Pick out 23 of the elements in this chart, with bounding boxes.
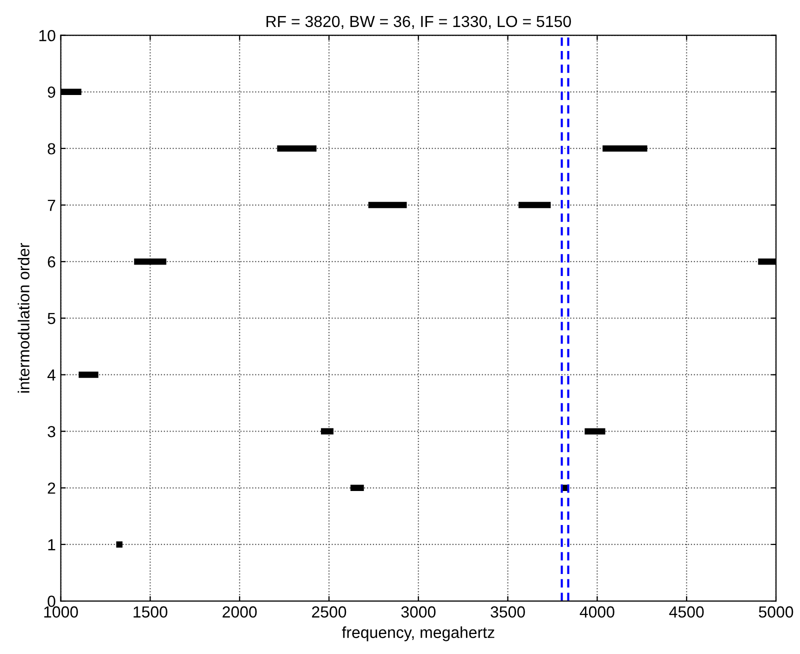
y-tick-label: 9: [48, 86, 56, 98]
y-tick-label: 4: [47, 370, 56, 381]
x-tick-label: 3000: [401, 606, 436, 618]
x-axis-title: frequency, megahertz: [342, 626, 494, 642]
y-tick-label: 3: [48, 426, 56, 438]
x-tick-label: 1000: [44, 606, 78, 618]
y-tick-label: 8: [48, 143, 56, 154]
x-tick-label: 5000: [758, 606, 794, 618]
y-axis-title: intermodulation order: [18, 242, 30, 393]
x-tick-label: 2000: [222, 606, 257, 618]
y-tick-label: 2: [48, 482, 56, 494]
x-tick-label: 4000: [580, 606, 614, 618]
x-tick-label: 4500: [669, 606, 704, 618]
x-tick-label: 2500: [312, 606, 346, 618]
y-tick-label: 6: [48, 256, 56, 268]
y-tick-label: 7: [48, 200, 56, 211]
x-tick-label: 3500: [490, 606, 525, 618]
chart-title: RF = 3820, BW = 36, IF = 1330, LO = 5150: [266, 16, 571, 30]
y-tick-label: 1: [48, 539, 56, 550]
y-tick-label: 10: [39, 30, 56, 42]
x-tick-label: 1500: [134, 606, 168, 618]
y-tick-label: 5: [48, 312, 56, 324]
y-tick-label: 0: [48, 596, 56, 607]
